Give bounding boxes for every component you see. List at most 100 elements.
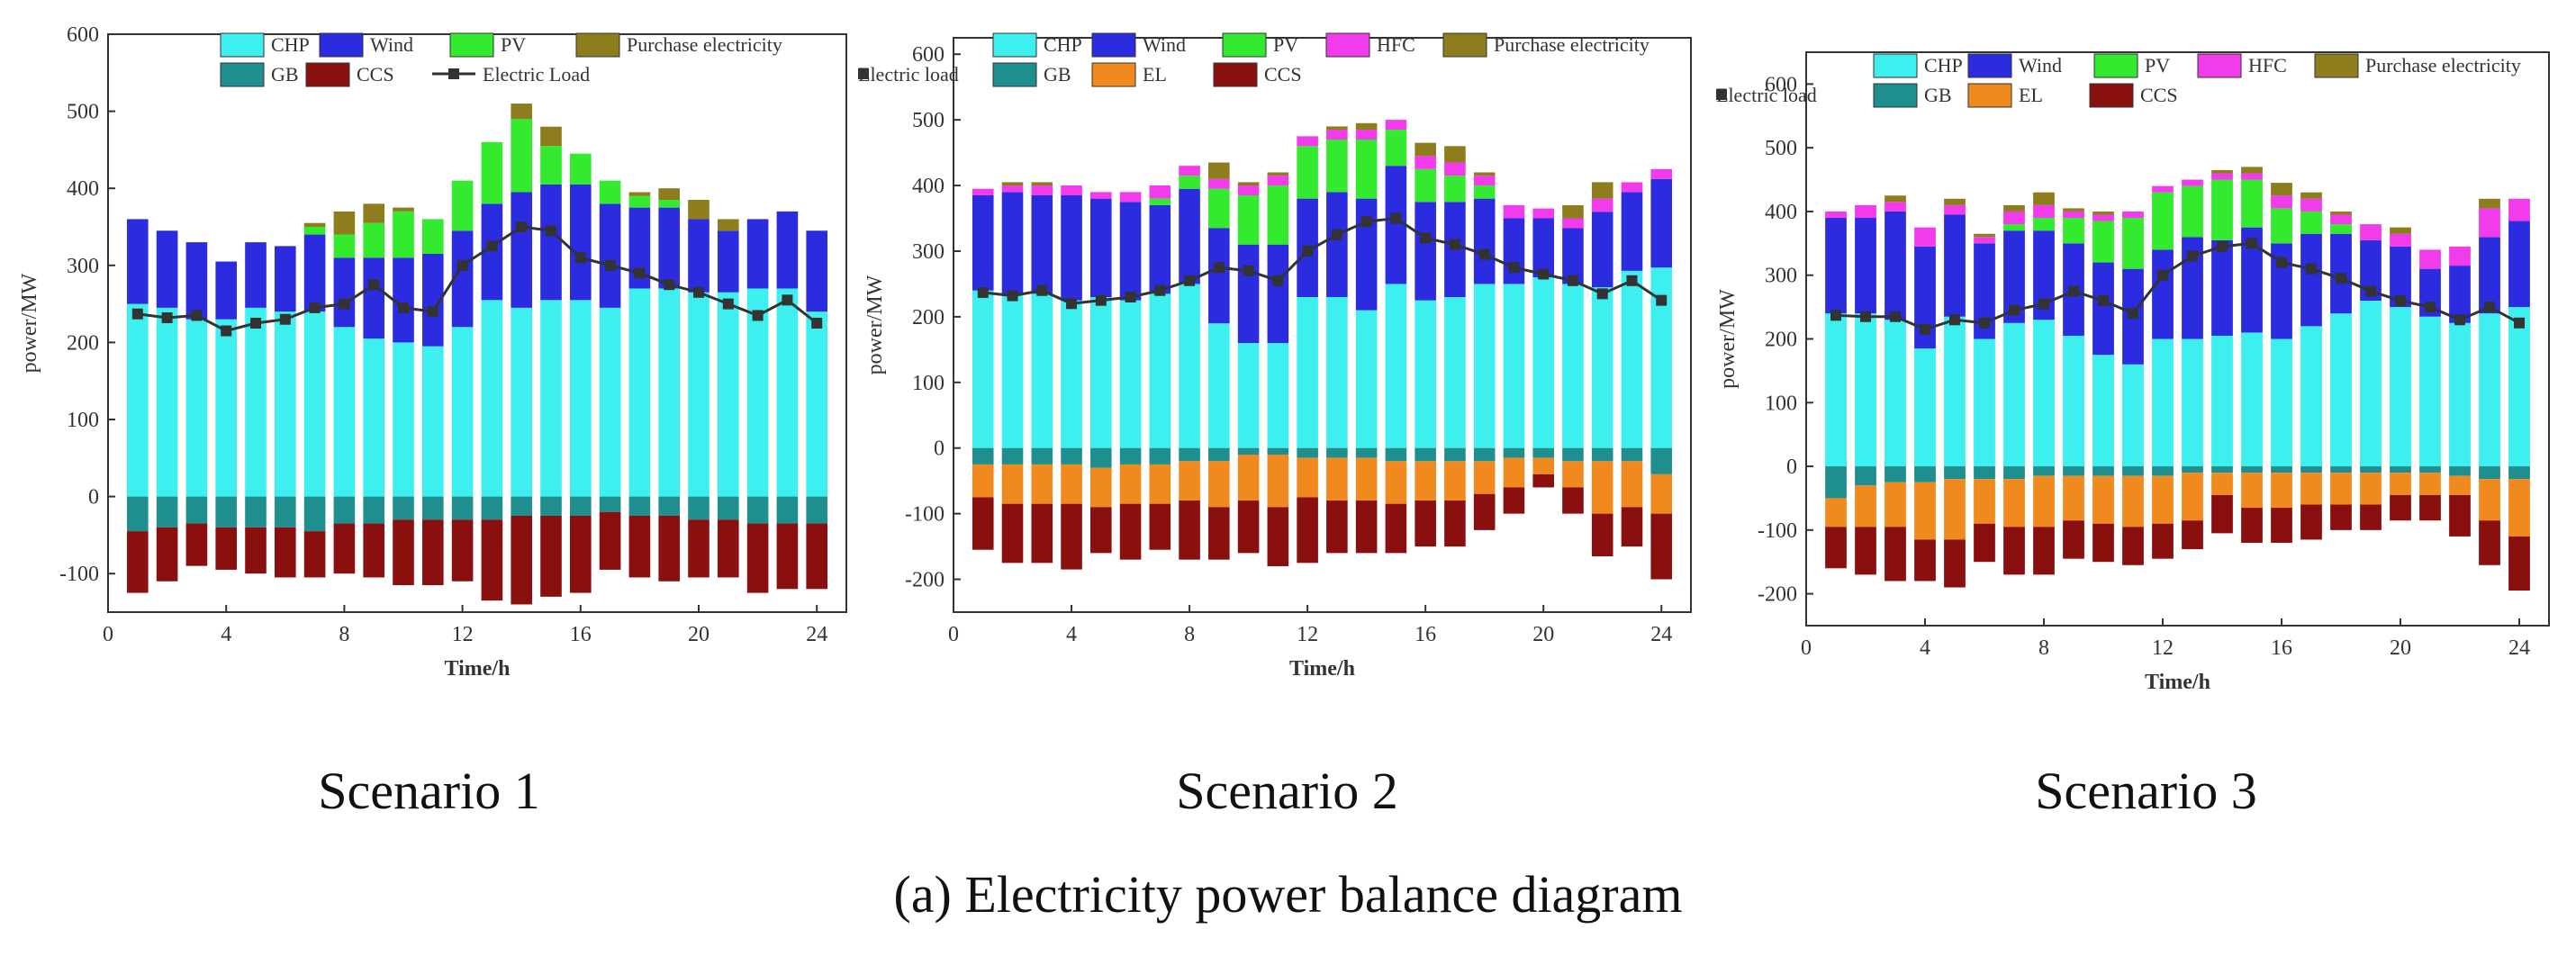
bar-wind xyxy=(1355,198,1378,311)
bar-wind xyxy=(1237,244,1260,344)
legend-swatch xyxy=(992,62,1037,87)
bar-wind xyxy=(1149,204,1171,294)
bar-hfc xyxy=(1503,204,1525,219)
bar-ccs xyxy=(1591,513,1613,557)
electric-load-point xyxy=(1272,275,1284,286)
electric-load-point xyxy=(1331,229,1342,240)
bar-hfc xyxy=(2300,198,2322,212)
bar-purchase-electricity xyxy=(1885,195,1906,203)
bar-el xyxy=(1208,461,1230,508)
bar-wind xyxy=(1885,211,1906,320)
legend-swatch xyxy=(1873,83,1918,108)
electric-load-point xyxy=(2425,302,2436,313)
bar-ccs xyxy=(2330,504,2352,530)
electric-load-point xyxy=(191,310,203,321)
x-tick-label: 4 xyxy=(221,623,231,646)
bar-el xyxy=(1119,464,1142,504)
bar-wind xyxy=(1267,244,1289,344)
bar-gb xyxy=(2479,466,2500,480)
legend-label: PV xyxy=(2145,54,2170,77)
electric-load-point xyxy=(722,298,734,310)
bar-purchase-electricity xyxy=(1562,204,1584,219)
bar-ccs xyxy=(2092,523,2114,563)
bar-pv xyxy=(2003,224,2025,231)
electric-load-point xyxy=(2276,257,2287,268)
legend-label: CCS xyxy=(1264,63,1302,86)
bar-chp xyxy=(2330,313,2352,467)
bar-el xyxy=(1473,461,1496,494)
bar-gb xyxy=(1444,447,1466,462)
bar-wind xyxy=(511,192,533,308)
bar-el xyxy=(1326,457,1348,501)
bar-purchase-electricity xyxy=(540,126,562,147)
bar-chp xyxy=(1885,320,1906,467)
x-tick-label: 8 xyxy=(1184,623,1195,646)
bar-chp xyxy=(303,311,326,497)
bar-chp xyxy=(1825,313,1847,467)
bar-ccs xyxy=(688,519,710,578)
bar-gb xyxy=(972,447,994,464)
bar-el xyxy=(2449,475,2471,495)
y-tick-label: 0 xyxy=(88,486,99,510)
bar-el xyxy=(1621,461,1643,508)
bar-wind xyxy=(1179,188,1200,284)
y-tick-label: -200 xyxy=(905,569,945,592)
bar-purchase-electricity xyxy=(1031,182,1053,186)
bar-hfc xyxy=(1119,192,1142,203)
bar-ccs xyxy=(274,527,296,578)
legend-swatch xyxy=(220,32,265,58)
bar-wind xyxy=(185,242,208,320)
bar-chp xyxy=(972,290,994,448)
bar-purchase-electricity xyxy=(2241,167,2263,174)
y-axis-label: power/MW xyxy=(863,275,887,374)
bar-gb xyxy=(2390,466,2411,473)
y-tick-label: -100 xyxy=(59,563,99,586)
x-tick-label: 12 xyxy=(452,623,474,646)
y-tick-label: 200 xyxy=(912,306,945,329)
bar-pv xyxy=(333,234,356,258)
bar-chp xyxy=(215,319,238,497)
bar-ccs xyxy=(1090,507,1112,554)
bar-chp xyxy=(126,303,149,497)
bar-ccs xyxy=(1503,487,1525,514)
bar-el xyxy=(2063,475,2084,521)
legend-label: HFC xyxy=(2248,54,2287,77)
scenario-2-label: Scenario 2 xyxy=(1176,762,1398,820)
bar-gb xyxy=(1355,447,1378,458)
legend-swatch xyxy=(319,32,364,58)
electric-load-point xyxy=(1184,275,1196,286)
electric-load-point xyxy=(2038,298,2049,310)
electric-load-point xyxy=(221,325,232,337)
bar-gb xyxy=(1473,447,1496,462)
legend-label: Electric load xyxy=(858,63,959,86)
bar-el xyxy=(1179,461,1200,501)
bar-gb xyxy=(1591,447,1613,462)
bar-wind xyxy=(717,230,739,293)
bar-wind xyxy=(421,253,444,347)
bar-chp xyxy=(746,288,769,497)
y-tick-label: 100 xyxy=(912,372,945,395)
legend-swatch xyxy=(1967,83,2012,108)
bar-gb xyxy=(2211,466,2233,473)
x-tick-label: 16 xyxy=(570,623,592,646)
bar-ccs xyxy=(333,523,356,574)
scenario-3-label: Scenario 3 xyxy=(2035,762,2257,820)
bar-ccs xyxy=(511,516,533,605)
electric-load-point xyxy=(2157,269,2168,281)
bar-ccs xyxy=(1179,501,1200,560)
electric-load-point xyxy=(2365,285,2376,297)
bar-pv xyxy=(2211,179,2233,240)
y-tick-label: 400 xyxy=(1765,201,1797,224)
bar-chp xyxy=(1001,293,1024,448)
bar-purchase-electricity xyxy=(2390,227,2411,234)
bar-hfc xyxy=(1974,237,1995,244)
bar-hfc xyxy=(1237,185,1260,195)
electric-load-point xyxy=(1949,314,1960,326)
bar-chp xyxy=(1208,323,1230,448)
bar-wind xyxy=(2360,239,2382,302)
bar-purchase-electricity xyxy=(333,211,356,235)
electric-load-point xyxy=(131,308,143,320)
bar-hfc xyxy=(1885,202,1906,212)
bar-el xyxy=(1090,467,1112,508)
bar-hfc xyxy=(1208,178,1230,189)
